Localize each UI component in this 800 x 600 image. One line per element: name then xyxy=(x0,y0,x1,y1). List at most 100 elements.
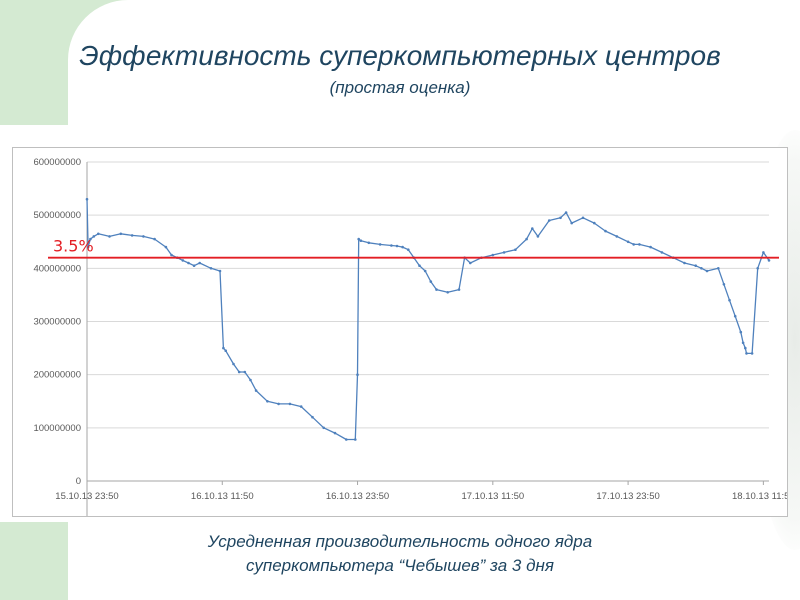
data-point xyxy=(86,245,90,249)
data-point xyxy=(564,211,568,214)
data-point xyxy=(745,352,748,355)
data-point xyxy=(531,227,534,230)
x-tick-label: 16.10.13 23:50 xyxy=(326,491,389,502)
data-point xyxy=(767,259,771,262)
data-point xyxy=(288,402,292,406)
data-point xyxy=(435,288,438,291)
y-tick-label: 300000000 xyxy=(33,317,81,328)
data-point xyxy=(756,267,759,270)
data-point xyxy=(232,362,235,366)
data-point xyxy=(502,251,506,254)
y-tick-label: 500000000 xyxy=(33,210,81,221)
data-point xyxy=(491,253,495,257)
data-point xyxy=(378,243,382,246)
x-tick-label: 18.10.13 11:50 xyxy=(732,491,787,502)
data-point xyxy=(153,237,156,241)
data-point xyxy=(356,373,359,376)
decor-cutout xyxy=(68,0,280,125)
y-tick-label: 200000000 xyxy=(33,370,81,381)
data-point xyxy=(739,330,743,334)
data-point xyxy=(254,389,258,392)
y-tick-label: 0 xyxy=(76,476,81,487)
data-point xyxy=(469,261,472,265)
data-point xyxy=(164,245,168,249)
data-point xyxy=(249,378,252,382)
data-point xyxy=(418,264,421,267)
data-point xyxy=(130,234,134,237)
line-chart: 0 100000000 200000000 300000000 400000000 500… xyxy=(33,157,787,516)
threshold-label: 3.5% xyxy=(53,237,94,256)
data-point xyxy=(85,197,89,201)
data-point xyxy=(593,221,596,225)
data-point xyxy=(218,269,222,273)
data-point xyxy=(547,219,551,222)
data-point xyxy=(97,232,100,236)
data-point xyxy=(401,245,404,249)
chart-frame: 0 100000000 200000000 300000000 400000000 500… xyxy=(12,147,788,517)
data-point xyxy=(299,405,303,408)
data-point xyxy=(89,237,92,241)
data-point xyxy=(683,261,686,265)
data-point xyxy=(237,370,241,374)
data-point xyxy=(277,402,280,406)
data-point xyxy=(559,216,562,220)
data-point xyxy=(446,291,450,294)
data-point xyxy=(733,314,737,318)
x-tick-label: 16.10.13 11:50 xyxy=(191,491,254,502)
data-point xyxy=(187,261,190,265)
data-point xyxy=(581,216,585,220)
data-point xyxy=(649,245,652,249)
data-point xyxy=(722,283,726,286)
data-point xyxy=(142,235,145,238)
data-point xyxy=(345,438,348,441)
data-point xyxy=(705,269,709,273)
series-line xyxy=(86,199,770,441)
data-point xyxy=(322,426,326,430)
data-point xyxy=(311,415,314,419)
x-tick-label: 17.10.13 23:50 xyxy=(596,491,659,502)
slide-subtitle: (простая оценка) xyxy=(329,78,471,97)
data-point xyxy=(694,264,697,267)
slide-title: Эффективность суперкомпьютерных центров xyxy=(79,40,721,71)
caption-line-1: Усредненная производительность одного яд… xyxy=(207,532,593,551)
data-point xyxy=(525,237,528,241)
data-point xyxy=(266,400,269,403)
x-tick-label: 17.10.13 11:50 xyxy=(461,491,524,502)
data-point xyxy=(741,341,745,345)
data-point xyxy=(632,243,635,246)
data-point xyxy=(192,264,196,267)
data-point xyxy=(198,261,201,265)
data-point xyxy=(92,235,96,238)
data-point xyxy=(119,232,123,236)
data-point xyxy=(209,267,213,270)
data-point xyxy=(762,251,765,254)
data-point xyxy=(750,352,754,355)
data-point xyxy=(660,251,664,254)
chart-caption: Усредненная производительность одного яд… xyxy=(0,530,800,578)
data-point xyxy=(222,346,225,350)
data-point xyxy=(457,288,461,291)
data-point xyxy=(717,267,720,270)
y-tick-label: 400000000 xyxy=(33,263,81,274)
data-point xyxy=(170,253,173,257)
data-point xyxy=(359,239,363,242)
data-point xyxy=(224,349,227,352)
data-point xyxy=(514,248,517,251)
y-tick-label: 100000000 xyxy=(33,423,81,434)
data-point xyxy=(638,243,641,246)
data-point xyxy=(243,370,247,374)
data-point xyxy=(407,248,410,251)
data-point xyxy=(390,244,393,247)
data-point xyxy=(626,240,630,244)
data-point xyxy=(700,267,703,270)
data-point xyxy=(181,259,185,262)
data-point xyxy=(367,241,371,245)
data-point xyxy=(570,221,573,225)
data-point xyxy=(728,298,731,302)
data-point xyxy=(423,269,427,273)
data-point xyxy=(429,280,433,283)
decor-band-bottom-left xyxy=(0,522,68,600)
data-point xyxy=(357,237,361,241)
caption-line-2: суперкомпьютера “Чебышев” за 3 дня xyxy=(246,556,554,575)
data-point xyxy=(395,244,399,248)
